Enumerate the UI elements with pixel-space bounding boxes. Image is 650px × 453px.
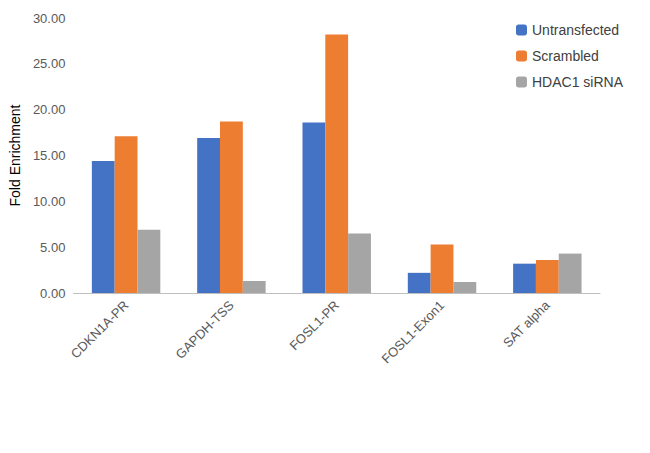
svg-text:CDKN1A-PR: CDKN1A-PR — [68, 298, 132, 362]
svg-text:25.00: 25.00 — [33, 56, 66, 71]
svg-text:SAT alpha: SAT alpha — [500, 297, 553, 350]
svg-text:FOSL1-Exon1: FOSL1-Exon1 — [379, 298, 448, 367]
svg-text:Fold Enrichment: Fold Enrichment — [7, 104, 23, 206]
svg-text:FOSL1-PR: FOSL1-PR — [287, 298, 343, 354]
svg-text:HDAC1 siRNA: HDAC1 siRNA — [532, 74, 624, 90]
svg-text:15.00: 15.00 — [33, 148, 66, 163]
svg-text:20.00: 20.00 — [33, 102, 66, 117]
svg-text:GAPDH-TSS: GAPDH-TSS — [173, 297, 237, 361]
svg-text:30.00: 30.00 — [33, 11, 66, 26]
svg-text:Scrambled: Scrambled — [532, 48, 599, 64]
svg-text:0.00: 0.00 — [40, 286, 65, 301]
svg-text:10.00: 10.00 — [33, 194, 66, 209]
svg-text:5.00: 5.00 — [40, 240, 65, 255]
svg-text:Untransfected: Untransfected — [532, 22, 619, 38]
